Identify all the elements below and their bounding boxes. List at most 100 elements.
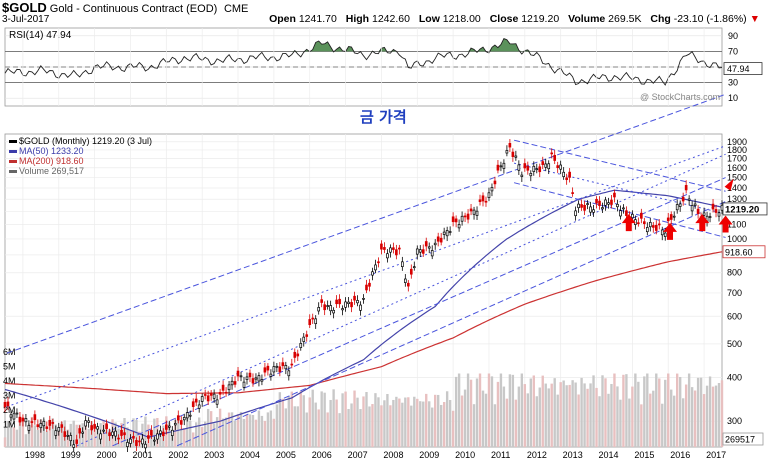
candle-body (604, 199, 607, 206)
candle-body (499, 165, 503, 168)
volume-bar (189, 420, 192, 447)
legend-entry: $GOLD (Monthly) 1219.20 (3 Jul) (19, 136, 152, 146)
volume-bar (227, 412, 231, 447)
x-tick-label: 2007 (348, 450, 368, 460)
volume-bar (284, 408, 288, 447)
candle-body (613, 192, 616, 198)
candle-body (329, 305, 332, 312)
candle-body (242, 381, 246, 388)
volume-bar (362, 396, 365, 447)
volume-bar (84, 422, 87, 447)
candle-body (398, 247, 401, 250)
candle-body (138, 440, 141, 443)
rsi-tick-label: 70 (728, 46, 738, 56)
legend-entry: MA(200) 918.60 (19, 156, 84, 166)
volume-bar (293, 406, 296, 447)
ma200-tag-box (722, 245, 766, 259)
candle-body (640, 212, 643, 219)
volume-bar (48, 426, 52, 447)
candle-body (287, 370, 291, 377)
candle-body (622, 207, 625, 210)
candle-body (194, 398, 198, 403)
price-tick-label: 1300 (727, 194, 747, 204)
price-tick-label: 1000 (727, 234, 747, 244)
volume-bar (209, 411, 213, 447)
candle-body (427, 246, 431, 249)
channel-line (513, 162, 726, 215)
open-label: Open (269, 13, 296, 25)
up-arrow-icon (695, 214, 710, 232)
candle-body (619, 210, 622, 217)
candle-body (607, 202, 610, 205)
volume-bar (42, 419, 46, 447)
candle-body (556, 165, 560, 169)
candle-body (496, 164, 500, 171)
volume-bar (451, 410, 455, 447)
volume-bar (302, 395, 305, 447)
candle-body (371, 271, 374, 276)
candle-body (523, 163, 527, 169)
candle-body (714, 209, 718, 213)
candle-body (111, 431, 114, 436)
volume-bar (326, 412, 329, 447)
candle-body (469, 208, 473, 212)
candle-body (708, 216, 712, 218)
candle-body (445, 230, 449, 237)
volume-bar (6, 421, 10, 447)
open-value: 1241.70 (298, 13, 337, 25)
price-tick-label: 1100 (727, 220, 746, 230)
volume-bar (568, 384, 571, 447)
chg-label: Chg (650, 13, 671, 25)
x-tick-label: 2010 (455, 450, 475, 460)
candle-body (660, 229, 664, 236)
candle-body (147, 435, 150, 439)
volume-bar (481, 390, 485, 447)
volume-bar (269, 410, 273, 447)
candle-body (541, 161, 545, 165)
candle-body (129, 438, 132, 444)
candle-body (153, 439, 156, 442)
candle-body (365, 284, 368, 291)
volume-bar (254, 419, 258, 447)
volume-bar (203, 421, 207, 447)
volume-bar (478, 373, 482, 447)
volume-bar (708, 376, 712, 447)
volume-bar (299, 390, 302, 447)
volume-bar (218, 408, 222, 447)
volume-bar (368, 406, 371, 447)
volume-bar (646, 373, 649, 447)
candle-body (123, 432, 126, 436)
volume-bar (556, 394, 559, 447)
volume-bar (3, 437, 7, 447)
candle-body (631, 213, 634, 219)
volume-bar (502, 386, 506, 447)
volume-bar (628, 398, 631, 447)
volume-bar (717, 383, 721, 447)
volume-bar (678, 376, 682, 447)
volume-bar (212, 423, 216, 447)
volume-bar (684, 384, 688, 447)
candle-body (165, 424, 168, 430)
volume-bar (15, 429, 19, 447)
candle-body (565, 177, 568, 181)
candle-body (574, 210, 577, 217)
candle-body (209, 392, 213, 396)
candle-body (535, 168, 539, 171)
volume-bar (487, 373, 491, 447)
volume-bar (317, 409, 320, 447)
candle-body (589, 206, 592, 213)
volume-bar (604, 378, 607, 447)
volume-bar (401, 402, 404, 447)
volume-bar (631, 386, 634, 447)
volume-bar (687, 373, 691, 447)
volume-bar (422, 401, 425, 447)
volume-bar (200, 427, 204, 447)
symbol: $GOLD (2, 0, 47, 15)
volume-bar (180, 428, 183, 447)
volume-bar (529, 378, 532, 447)
x-tick-label: 2015 (634, 450, 654, 460)
price-tick-label: 1600 (727, 163, 747, 173)
candle-body (305, 334, 309, 337)
volume-bar (511, 374, 515, 447)
